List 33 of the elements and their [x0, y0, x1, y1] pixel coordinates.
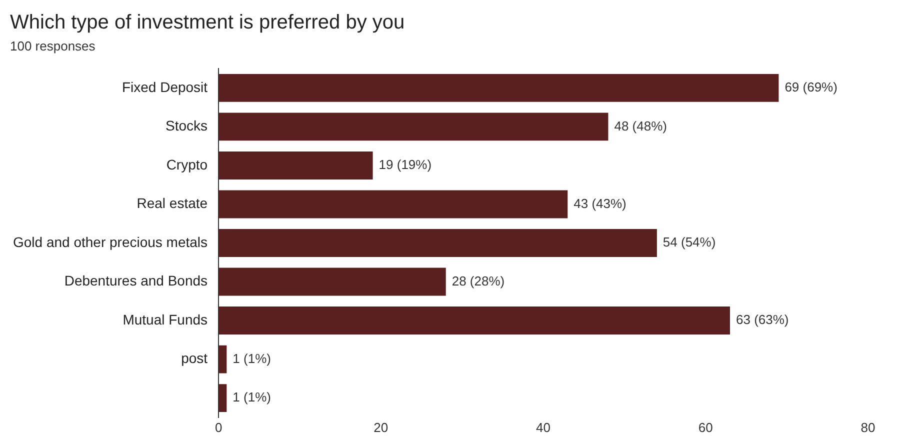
data-label: 43 (43%) — [574, 196, 626, 211]
data-label: 63 (63%) — [736, 312, 789, 328]
data-label: 1 (1%) — [232, 390, 271, 405]
x-tick-label: 80 — [860, 420, 876, 435]
y-tick-label: post — [181, 350, 208, 366]
data-label: 19 (19%) — [378, 157, 432, 172]
data-label: 54 (54%) — [662, 234, 716, 250]
data-label: 69 (69%) — [784, 80, 838, 95]
data-label: 1 (1%) — [232, 350, 271, 366]
text: 100 responses — [10, 38, 96, 54]
x-tick-label: 20 — [374, 420, 388, 435]
y-tick-label: Crypto — [166, 156, 208, 172]
bar — [218, 190, 568, 218]
y-tick-label: Mutual Funds — [122, 311, 208, 328]
x-tick-label: 0 — [214, 420, 222, 435]
data-label: 28 (28%) — [452, 273, 505, 288]
x-tick-label: 40 — [536, 420, 551, 435]
y-tick-label: Debentures and Bonds — [64, 272, 208, 289]
x-tick-label: 60 — [698, 420, 713, 435]
data-label: 48 (48%) — [614, 118, 667, 134]
y-tick-label: Stocks — [166, 118, 208, 134]
bar — [218, 268, 446, 296]
bar — [218, 112, 608, 141]
chart-title: Which type of investment is preferred by you — [10, 12, 405, 34]
y-tick-label: Real estate — [136, 195, 208, 212]
bar — [218, 74, 779, 102]
bar — [218, 306, 730, 334]
y-tick-label: Gold and other precious metals — [12, 234, 208, 250]
bar — [218, 152, 373, 180]
bar — [218, 384, 227, 412]
bar — [218, 229, 657, 257]
bar — [218, 345, 227, 374]
y-tick-label: Fixed Deposit — [122, 78, 208, 95]
